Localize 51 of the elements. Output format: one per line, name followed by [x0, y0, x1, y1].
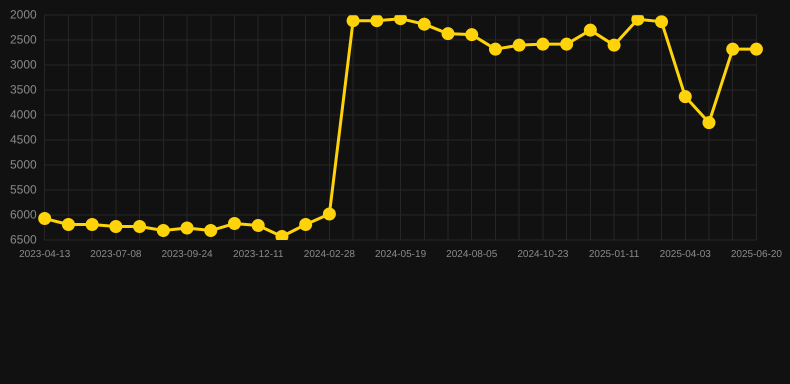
point	[346, 15, 360, 28]
point	[228, 217, 241, 230]
point	[608, 38, 621, 52]
point	[418, 18, 431, 31]
point	[252, 219, 265, 232]
y-tick-label: 4500	[10, 132, 38, 146]
point	[465, 28, 478, 42]
point	[180, 222, 194, 235]
point	[156, 224, 170, 238]
y-tick-label: 3000	[10, 57, 38, 72]
point	[750, 42, 763, 56]
x-tick-label: 2023-09-24	[161, 248, 214, 260]
y-tick-label: 5000	[10, 157, 38, 172]
point	[394, 15, 408, 26]
point	[442, 27, 455, 40]
x-tick-label: 2024-08-05	[446, 248, 498, 260]
point	[62, 218, 75, 232]
y-tick-label: 2500	[10, 32, 38, 46]
x-tick-label: 2025-04-03	[660, 248, 712, 260]
y-tick-label: 3500	[10, 82, 38, 96]
point	[370, 15, 384, 28]
point	[299, 218, 312, 232]
point	[655, 15, 668, 28]
x-tick-label: 2024-02-28	[304, 248, 356, 260]
y-tick-label: 6000	[10, 207, 38, 222]
x-tick-label: 2025-06-20	[730, 248, 782, 260]
point	[86, 218, 99, 232]
point	[488, 42, 502, 56]
point	[38, 212, 52, 226]
x-tick-label: 2024-10-23	[517, 248, 569, 260]
y-tick-label: 5500	[10, 182, 38, 196]
point	[702, 116, 716, 130]
point	[204, 224, 218, 238]
x-tick-label: 2024-05-19	[374, 248, 427, 260]
x-tick-label: 2023-04-13	[19, 248, 71, 260]
point	[678, 90, 692, 104]
point	[536, 38, 550, 51]
point	[631, 15, 644, 26]
point	[512, 38, 526, 52]
point	[560, 38, 574, 51]
x-tick-label: 2023-07-08	[90, 248, 142, 260]
y-tick-label: 6500	[10, 232, 38, 246]
point	[109, 220, 122, 234]
point	[584, 24, 597, 37]
y-tick-label: 4000	[10, 107, 38, 122]
y-tick-label: 2000	[10, 8, 38, 22]
point	[133, 220, 146, 234]
x-tick-label: 2025-01-11	[588, 248, 640, 260]
x-tick-label: 2023-12-11	[233, 248, 284, 260]
point	[726, 42, 740, 56]
point	[322, 208, 336, 221]
